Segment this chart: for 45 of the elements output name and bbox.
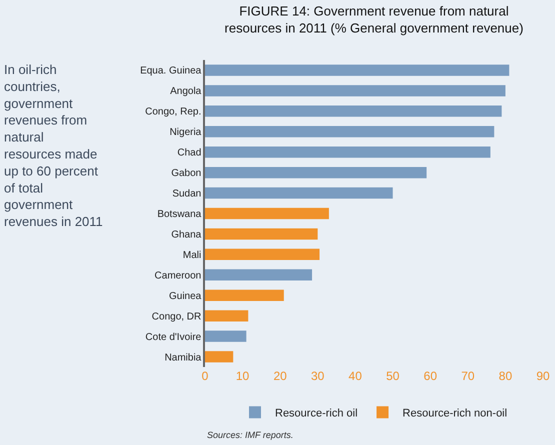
chart-title: FIGURE 14: Government revenue from natural resources in 2011 (% General government revenue)	[224, 4, 524, 36]
x-tick-label: 80	[498, 369, 512, 383]
legend-label: Resource-rich oil	[275, 407, 358, 420]
y-tick-label: Chad	[177, 148, 202, 159]
bar	[205, 248, 320, 260]
bar	[205, 269, 312, 281]
bar	[205, 187, 393, 199]
bar	[205, 106, 502, 117]
bar	[205, 126, 494, 138]
bar	[205, 166, 427, 178]
bar	[205, 146, 490, 158]
x-tick-label: 50	[386, 369, 400, 383]
y-tick-label: Namibia	[164, 352, 202, 364]
x-tick-label: 70	[461, 369, 475, 383]
x-tick-label: 30	[310, 369, 325, 383]
x-tick-label: 40	[348, 369, 362, 383]
y-tick-label: Congo, DR	[152, 311, 202, 322]
bar	[205, 290, 284, 301]
y-tick-label: Angola	[170, 86, 202, 98]
y-tick-label: Mali	[182, 250, 202, 261]
bar	[205, 208, 329, 220]
y-tick-label: Cote d'Ivoire	[145, 332, 202, 343]
y-tick-label: Guinea	[169, 290, 202, 302]
bar	[205, 64, 510, 76]
y-tick-label: Nigeria	[170, 127, 202, 138]
bar	[205, 351, 234, 362]
bar	[205, 330, 246, 342]
x-tick-label: 90	[536, 369, 550, 383]
legend-label: Resource-rich non-oil	[402, 407, 508, 420]
bar	[205, 228, 318, 240]
x-tick-label: 60	[424, 369, 438, 383]
y-tick-label: Ghana	[171, 229, 202, 240]
source-note: Sources: IMF reports.	[207, 430, 294, 440]
y-tick-label: Equa. Guinea	[140, 66, 202, 77]
y-tick-label: Congo, Rep.	[145, 106, 202, 118]
y-tick-label: Gabon	[171, 168, 202, 180]
y-tick-label: Sudan	[172, 188, 202, 200]
text: In oil-rich countries, government revenues from natural resources made up to 60 percent of total government revenues in 2011	[4, 62, 103, 230]
x-tick-label: 20	[273, 369, 288, 383]
bar	[205, 310, 248, 322]
bar	[205, 85, 506, 96]
y-tick-label: Botswana	[157, 209, 202, 220]
y-tick-label: Cameroon	[154, 270, 202, 282]
x-tick-label: 0	[202, 369, 209, 383]
x-tick-label: 10	[236, 369, 250, 383]
